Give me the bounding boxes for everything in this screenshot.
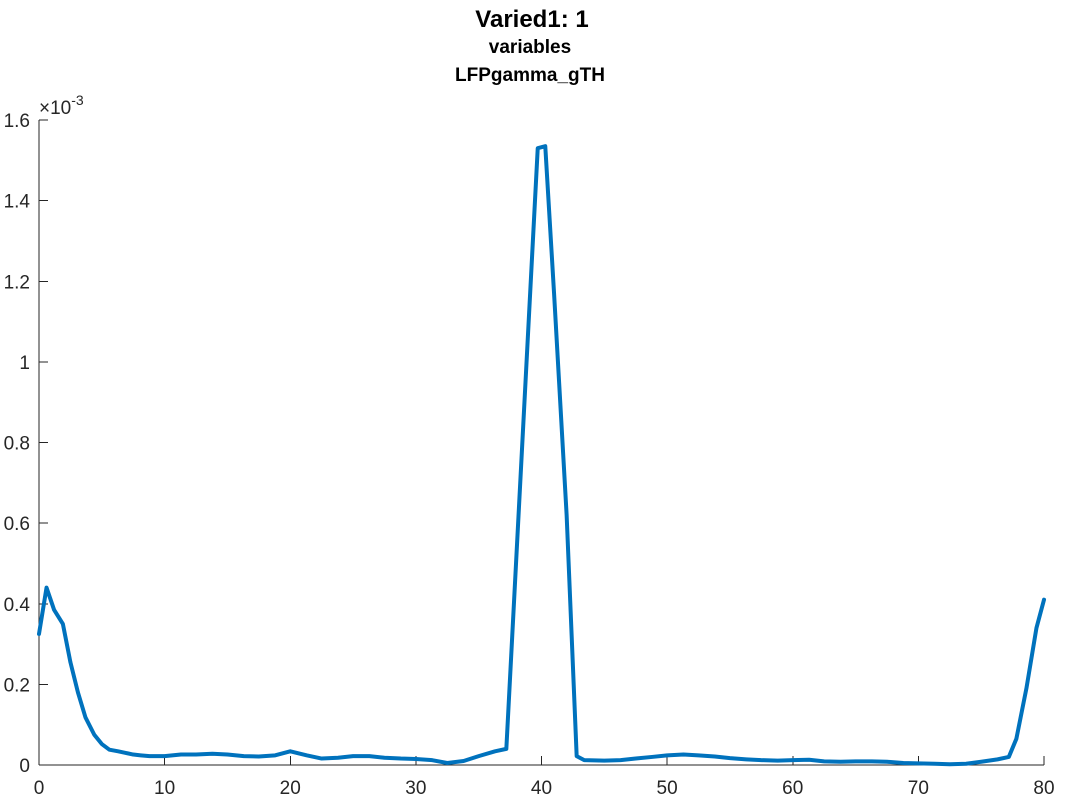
chart-title: Varied1: 1 (475, 6, 588, 33)
y-tick-label: 1 (19, 353, 30, 374)
y-tick-label: 1.2 (4, 272, 30, 293)
y-tick-label: 0.4 (4, 595, 31, 616)
chart-subtitle-line-1: variables (489, 37, 571, 58)
y-tick-label: 0.6 (4, 514, 30, 535)
x-tick-label: 10 (154, 778, 175, 799)
y-tick-label: 1.6 (4, 111, 30, 132)
y-tick-labels: 0 0.2 0.4 0.6 0.8 1 1.2 1.4 1.6 (4, 111, 31, 777)
x-tick-label: 30 (405, 778, 426, 799)
y-axis-exponent: ×10-3 (39, 92, 84, 119)
y-axis-exponent-power: -3 (71, 92, 84, 108)
x-tick-label: 80 (1033, 778, 1054, 799)
x-tick-label: 70 (908, 778, 929, 799)
y-axis-exponent-base: ×10 (39, 98, 71, 119)
y-tick-label: 0.8 (4, 434, 30, 455)
x-tick-label: 20 (280, 778, 301, 799)
y-tick-label: 1.4 (4, 192, 31, 213)
x-tick-label: 40 (531, 778, 552, 799)
x-tick-label: 50 (657, 778, 678, 799)
x-tick-labels: 0 10 20 30 40 50 60 70 80 (34, 778, 1055, 799)
y-tick-label: 0 (19, 756, 30, 777)
series-line (37, 144, 1046, 767)
x-tick-label: 60 (782, 778, 803, 799)
y-tick-label: 0.2 (4, 675, 30, 696)
x-tick-label: 0 (34, 778, 45, 799)
chart-subtitle-line-2: LFPgamma_gTH (455, 65, 605, 86)
data-series (37, 144, 1046, 767)
